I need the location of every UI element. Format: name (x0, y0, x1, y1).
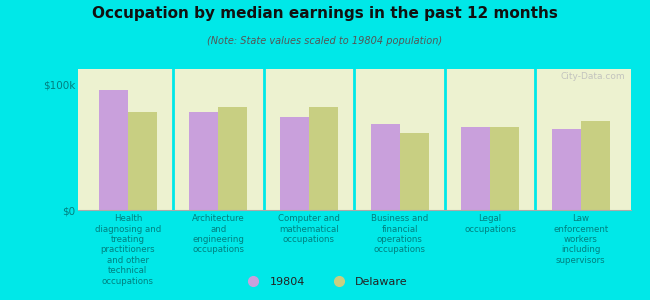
Bar (400, 133, 428, 210)
Bar (189, 112, 218, 210)
Legend: 19804, Delaware: 19804, Delaware (238, 273, 412, 291)
Bar (280, 117, 309, 210)
Bar (99, 90, 128, 210)
Bar (218, 107, 248, 210)
Bar (128, 112, 157, 210)
Text: Occupation by median earnings in the past 12 months: Occupation by median earnings in the pas… (92, 6, 558, 21)
Bar (490, 127, 519, 210)
Text: (Note: State values scaled to 19804 population): (Note: State values scaled to 19804 popu… (207, 36, 443, 46)
Text: City-Data.com: City-Data.com (560, 72, 625, 81)
Bar (461, 127, 490, 210)
Bar (552, 129, 580, 210)
Bar (580, 121, 610, 210)
Bar (370, 124, 400, 210)
Bar (309, 107, 338, 210)
